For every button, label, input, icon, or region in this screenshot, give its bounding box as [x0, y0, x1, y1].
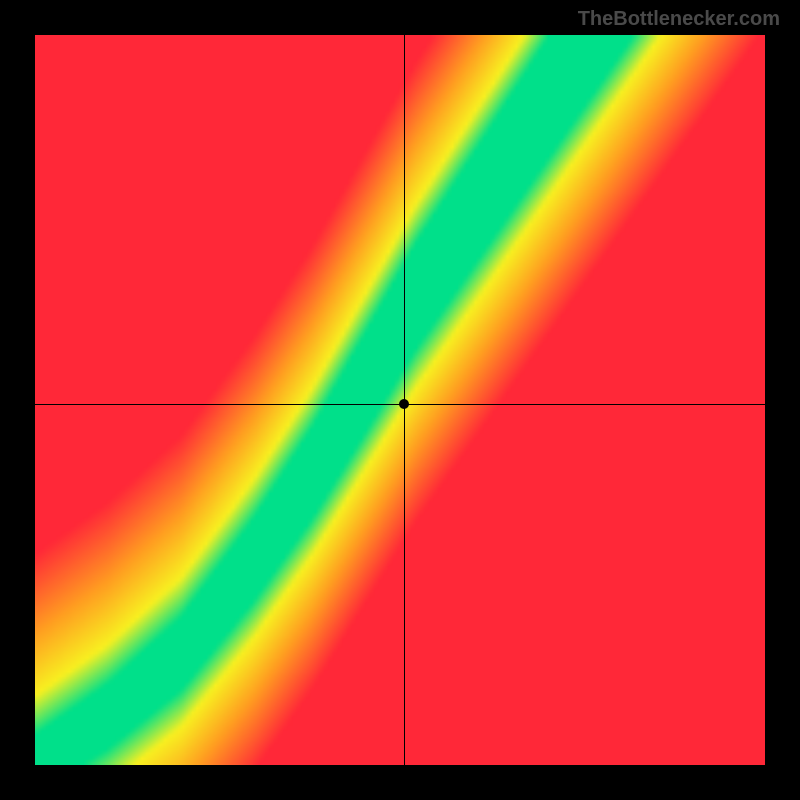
watermark-text: TheBottlenecker.com [578, 8, 780, 31]
bottleneck-heatmap [35, 35, 765, 765]
crosshair-marker [399, 399, 409, 409]
